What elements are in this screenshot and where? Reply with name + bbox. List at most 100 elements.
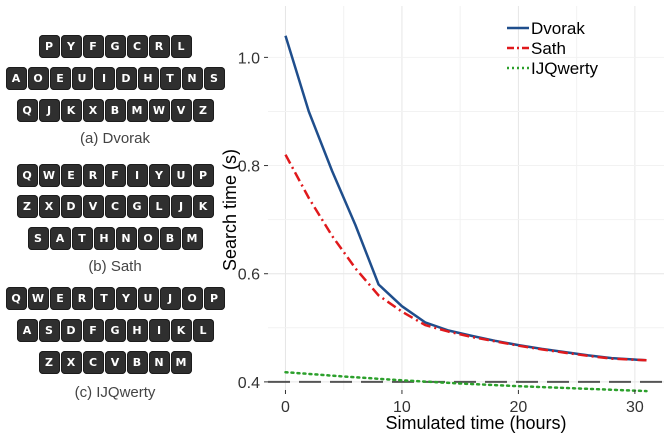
key-p: P — [192, 164, 214, 187]
x-axis-ticks: 0 10 20 30 — [281, 390, 644, 416]
key-o: O — [181, 287, 203, 310]
key-b: B — [104, 99, 126, 122]
key-j: J — [170, 195, 192, 218]
key-j: J — [38, 99, 60, 122]
key-u: U — [71, 67, 93, 90]
key-e: E — [49, 67, 71, 90]
x-tick-label: 10 — [393, 399, 411, 416]
key-r: R — [71, 287, 93, 310]
key-y: Y — [60, 35, 82, 58]
key-z: Z — [16, 195, 38, 218]
key-i: I — [148, 319, 170, 342]
key-v: V — [170, 99, 192, 122]
key-o: O — [137, 227, 159, 250]
key-e: E — [49, 287, 71, 310]
key-t: T — [71, 227, 93, 250]
key-u: U — [137, 287, 159, 310]
key-t: T — [159, 67, 181, 90]
y-tick-label: 0.8 — [238, 159, 260, 176]
series-line-ijqwerty — [284, 370, 648, 393]
series-line-sath — [284, 154, 647, 362]
key-a: A — [49, 227, 71, 250]
key-h: H — [126, 319, 148, 342]
key-g: G — [104, 35, 126, 58]
key-d: D — [60, 195, 82, 218]
key-q: Q — [5, 287, 27, 310]
key-s: S — [38, 319, 60, 342]
key-m: M — [126, 99, 148, 122]
key-d: D — [115, 67, 137, 90]
y-axis-label: Search time (s) — [220, 149, 240, 271]
chart-series-layer — [284, 35, 648, 393]
key-x: X — [38, 195, 60, 218]
key-t: T — [93, 287, 115, 310]
key-c: C — [104, 195, 126, 218]
key-u: U — [170, 164, 192, 187]
x-tick-label: 0 — [281, 399, 290, 416]
key-x: X — [82, 99, 104, 122]
key-f: F — [82, 35, 104, 58]
x-tick-label: 30 — [626, 399, 644, 416]
x-axis-label: Simulated time (hours) — [385, 413, 566, 433]
key-p: P — [203, 287, 225, 310]
key-w: W — [148, 99, 170, 122]
key-k: K — [60, 99, 82, 122]
key-a: A — [16, 319, 38, 342]
key-x: X — [60, 351, 82, 374]
y-tick-label: 0.4 — [238, 375, 260, 392]
keyboard-caption: (a) Dvorak — [79, 130, 150, 147]
key-y: Y — [148, 164, 170, 187]
keyboard-caption: (c) IJQwerty — [74, 384, 156, 401]
legend-label-ijqwerty: IJQwerty — [531, 59, 599, 78]
key-v: V — [104, 351, 126, 374]
key-r: R — [82, 164, 104, 187]
y-tick-label: 1.0 — [238, 50, 260, 67]
key-g: G — [126, 195, 148, 218]
key-z: Z — [192, 99, 214, 122]
key-b: B — [159, 227, 181, 250]
key-h: H — [137, 67, 159, 90]
key-e: E — [60, 164, 82, 187]
key-s: S — [27, 227, 49, 250]
key-r: R — [148, 35, 170, 58]
key-d: D — [60, 319, 82, 342]
key-n: N — [115, 227, 137, 250]
key-q: Q — [16, 99, 38, 122]
key-z: Z — [38, 351, 60, 374]
series-line-dvorak — [284, 35, 647, 362]
key-n: N — [181, 67, 203, 90]
x-tick-label: 20 — [510, 399, 528, 416]
key-i: I — [93, 67, 115, 90]
chart-grid — [268, 6, 664, 390]
key-c: C — [126, 35, 148, 58]
y-tick-label: 0.6 — [238, 267, 260, 284]
key-k: K — [192, 195, 214, 218]
key-s: S — [203, 67, 225, 90]
keyboard-caption: (b) Sath — [88, 258, 142, 275]
key-m: M — [181, 227, 203, 250]
key-v: V — [82, 195, 104, 218]
key-m: M — [170, 351, 192, 374]
key-h: H — [93, 227, 115, 250]
key-p: P — [38, 35, 60, 58]
key-y: Y — [115, 287, 137, 310]
key-f: F — [104, 164, 126, 187]
key-a: A — [5, 67, 27, 90]
key-k: K — [170, 319, 192, 342]
legend-label-dvorak: Dvorak — [531, 19, 585, 38]
key-l: L — [170, 35, 192, 58]
y-axis-ticks: 0.4 0.6 0.8 1.0 — [238, 50, 268, 392]
key-j: J — [159, 287, 181, 310]
key-f: F — [82, 319, 104, 342]
key-o: O — [27, 67, 49, 90]
